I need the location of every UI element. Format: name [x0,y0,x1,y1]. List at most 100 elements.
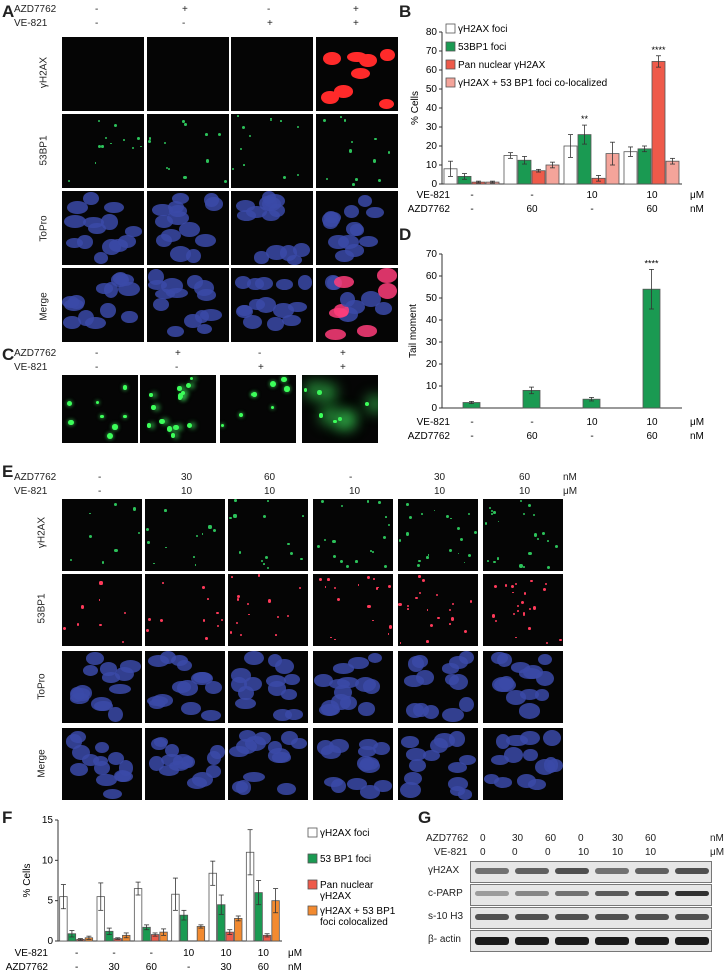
micrograph-cell [398,574,478,646]
focus-dot [528,551,532,556]
nucleus [65,238,83,249]
comet-head [66,400,72,407]
focus-dot [456,526,461,531]
focus-dot [541,531,545,535]
nucleus [375,302,392,315]
band-label: γH2AX [428,865,460,876]
nucleus [422,750,440,762]
nucleus [546,758,563,773]
condition-label: AZD7762 [6,962,49,973]
focus-dot [488,506,492,510]
nucleus [67,294,85,309]
ve-value: + [353,18,359,29]
focus-dot [81,605,85,609]
nucleus [200,710,222,722]
condition-value: 60 [526,204,538,215]
focus-dot [433,509,436,512]
ve-value: 0 [545,847,551,858]
focus-dot [436,616,440,620]
focus-dot [296,125,299,128]
focus-dot [229,516,232,520]
y-axis-label: Tail moment [408,304,419,358]
legend-swatch [307,905,318,916]
nucleus [115,770,133,782]
nucleus [69,693,90,705]
nucleus [90,697,112,712]
bar [234,918,243,942]
comet-head [281,377,287,383]
focus-dot [536,537,540,540]
blot-band [675,891,709,896]
comet-head [221,424,225,428]
focus-dot [161,582,164,584]
nucleus [63,315,81,330]
focus-dot [435,594,438,597]
focus-dot [246,602,249,605]
focus-dot [463,561,466,564]
blot-band [595,914,629,920]
focus-dot [206,598,209,600]
focus-dot [68,179,71,182]
micrograph-cell [313,728,393,800]
blot-band [475,868,509,874]
comet-cell [302,375,378,443]
micrograph-cell [483,651,563,723]
focus-dot [387,151,391,155]
nucleus [102,788,123,800]
nucleus [154,214,174,229]
pan-nuclear-signal [378,98,394,110]
condition-value: 60 [146,962,158,973]
condition-value: 30 [108,962,120,973]
nucleus [153,298,170,312]
focus-dot [217,132,221,136]
focus-dot [290,551,294,556]
micrograph-cell [313,499,393,571]
condition-label-ve821: VE-821 [14,486,48,497]
nucleus [408,656,425,673]
focus-dot [152,562,155,565]
y-tick-label: 60 [426,271,438,282]
band-label: s-10 H3 [428,911,464,922]
nucleus [328,234,349,249]
nucleus [537,653,552,665]
nucleus [366,206,384,219]
focus-dot [231,167,234,171]
blot-band [475,891,509,896]
focus-dot [223,179,227,183]
comet-head [337,416,342,421]
ve-value: - [182,18,186,29]
y-tick-label: 50 [426,293,438,304]
focus-dot [464,629,468,633]
focus-dot [357,584,360,586]
micrograph-cell [231,37,313,111]
condition-value: 60 [646,204,658,215]
focus-dot [529,608,532,611]
y-tick-label: 30 [426,122,438,133]
focus-dot [137,137,141,140]
micrograph-cell [228,574,308,646]
nucleus [496,734,511,749]
nucleus [324,328,346,341]
focus-dot [233,514,237,518]
nucleus [108,706,124,723]
comet-head [177,386,182,391]
nucleus [235,697,256,710]
focus-dot [101,561,104,564]
focus-dot [316,545,320,549]
focus-dot [534,533,538,537]
focus-dot [267,599,272,603]
focus-dot [324,539,327,542]
focus-dot [497,558,499,560]
focus-dot [204,637,208,641]
condition-value: - [530,417,533,428]
focus-dot [205,132,209,136]
chart-d: 0 10 20 30 40 50 60 70 Tail moment **** VE-821 - - 10… [408,249,704,442]
micrograph-cell [398,651,478,723]
nucleus [109,684,131,695]
focus-dot [99,581,103,585]
azd-value: - [95,4,99,15]
focus-dot [545,583,547,586]
focus-dot [101,145,104,148]
focus-dot [516,605,519,608]
condition-unit: μM [288,948,302,959]
